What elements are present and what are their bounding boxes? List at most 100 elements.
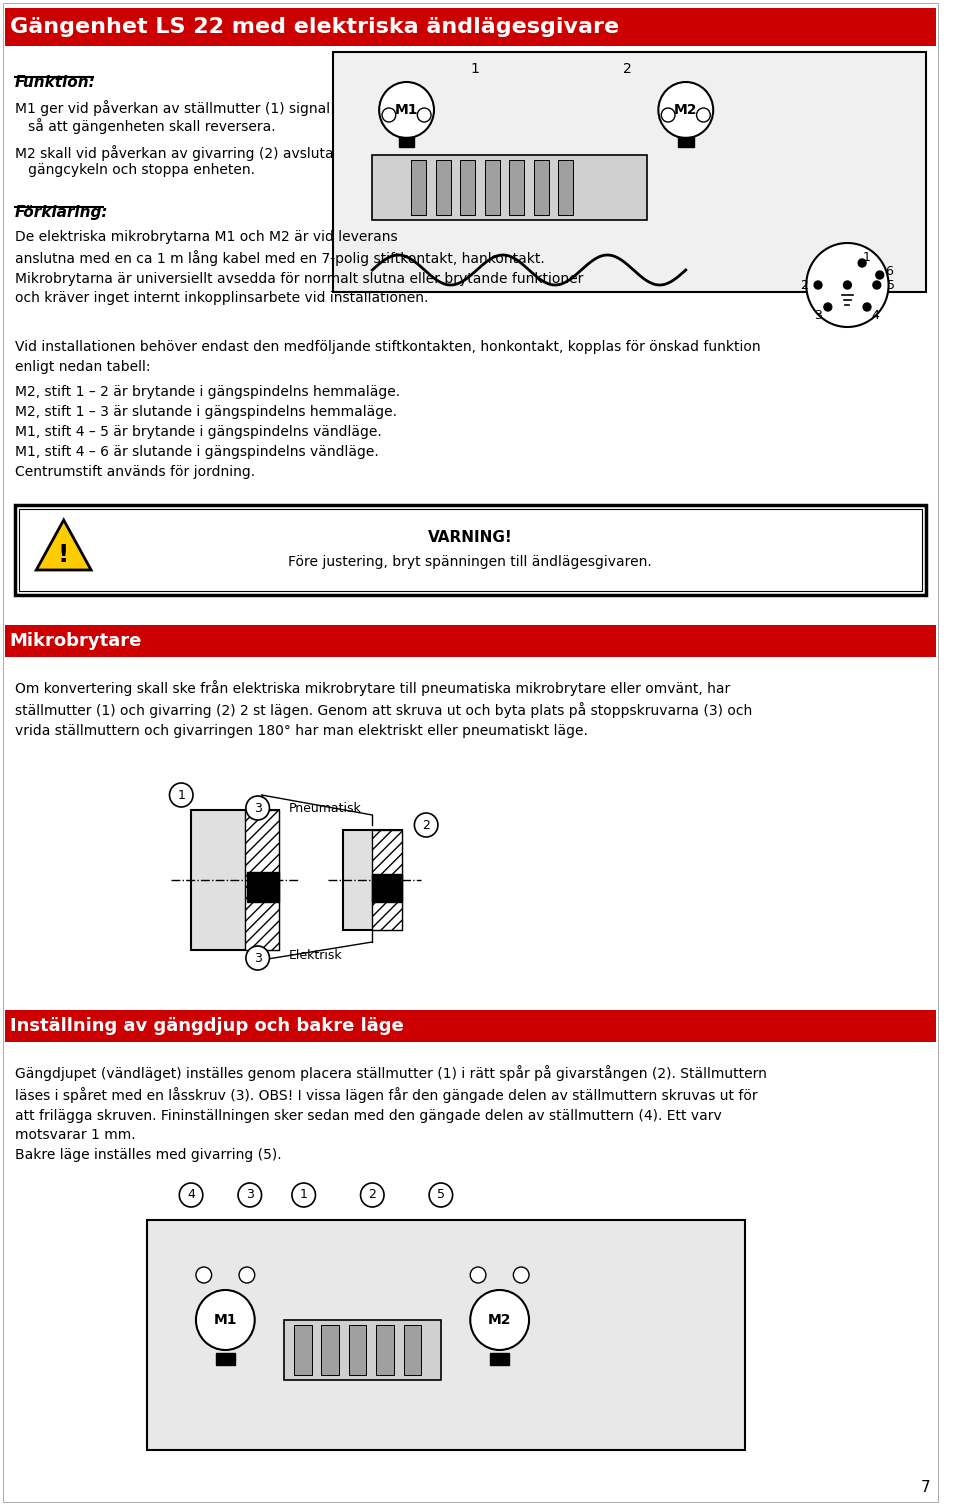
Text: Gängenhet LS 22 med elektriska ändlägesgivare: Gängenhet LS 22 med elektriska ändlägesg… [10,17,619,38]
Text: Vid installationen behöver endast den medföljande stiftkontakten, honkontakt, ko: Vid installationen behöver endast den me… [14,340,760,373]
Circle shape [292,1183,316,1207]
Bar [191,810,279,950]
Text: 7: 7 [921,1479,930,1494]
Text: 3: 3 [253,951,261,965]
Text: Centrumstift används för jordning.: Centrumstift används för jordning. [14,465,254,479]
Circle shape [196,1290,254,1350]
Circle shape [170,783,193,807]
Text: 2: 2 [623,62,632,75]
Circle shape [876,271,883,278]
Text: M1, stift 4 – 5 är brytande i gängspindelns vändläge.: M1, stift 4 – 5 är brytande i gängspinde… [14,424,381,439]
Bar [294,1324,312,1376]
Circle shape [470,1290,529,1350]
Bar [559,160,573,215]
Bar [436,160,450,215]
Bar [534,160,548,215]
Circle shape [844,281,852,289]
Text: M2 skall vid påverkan av givarring (2) avsluta
   gängcykeln och stoppa enheten.: M2 skall vid påverkan av givarring (2) a… [14,144,333,178]
Text: De elektriska mikrobrytarna M1 och M2 är vid leverans
anslutna med en ca 1 m lån: De elektriska mikrobrytarna M1 och M2 är… [14,230,583,306]
Text: 2: 2 [369,1189,376,1201]
Circle shape [863,303,871,312]
Text: 5: 5 [886,278,895,292]
Text: 2: 2 [422,819,430,831]
Text: Mikrobrytare: Mikrobrytare [10,632,142,650]
Circle shape [661,108,675,122]
Circle shape [470,1267,486,1282]
Circle shape [806,242,889,327]
Circle shape [697,108,710,122]
Circle shape [858,259,866,266]
Circle shape [418,108,431,122]
Bar [678,137,694,147]
Circle shape [873,281,880,289]
Bar [412,160,426,215]
Text: 4: 4 [187,1189,195,1201]
Text: 3: 3 [253,802,261,814]
Text: M1, stift 4 – 6 är slutande i gängspindelns vändläge.: M1, stift 4 – 6 är slutande i gängspinde… [14,445,378,459]
Circle shape [361,1183,384,1207]
Text: 2: 2 [801,278,808,292]
Bar [372,874,401,901]
Circle shape [514,1267,529,1282]
Bar [333,53,925,292]
Bar [372,829,401,930]
Bar [245,810,279,950]
Text: M2: M2 [674,102,698,117]
Bar [485,160,499,215]
Text: M1: M1 [213,1312,237,1327]
Text: VARNING!: VARNING! [428,530,513,545]
Bar [247,871,279,901]
Bar [510,160,524,215]
Bar [398,137,415,147]
Circle shape [196,1267,211,1282]
Text: Gängdjupet (vändläget) inställes genom placera ställmutter (1) i rätt spår på gi: Gängdjupet (vändläget) inställes genom p… [14,1066,767,1162]
Circle shape [429,1183,452,1207]
Circle shape [659,81,713,138]
Bar [461,160,475,215]
Bar [348,1324,367,1376]
Text: Inställning av gängdjup och bakre läge: Inställning av gängdjup och bakre läge [10,1017,403,1035]
Text: Elektrisk: Elektrisk [289,948,343,962]
Bar [322,1324,339,1376]
Bar [490,1353,510,1365]
Bar [343,829,401,930]
Bar [403,1324,421,1376]
Circle shape [415,813,438,837]
Text: 6: 6 [884,265,893,277]
Text: 1: 1 [470,62,480,75]
Text: 1: 1 [863,250,871,263]
Text: Om konvertering skall ske från elektriska mikrobrytare till pneumatiska mikrobry: Om konvertering skall ske från elektrisk… [14,680,752,737]
Circle shape [824,303,831,312]
Text: Förklaring:: Förklaring: [14,205,108,220]
Circle shape [180,1183,203,1207]
Text: M2: M2 [488,1312,512,1327]
Text: 3: 3 [246,1189,253,1201]
Text: M1: M1 [395,102,419,117]
Bar [18,509,922,591]
Text: 3: 3 [814,309,822,322]
Bar [372,155,647,220]
Circle shape [379,81,434,138]
Bar [376,1324,394,1376]
Text: Funktion:: Funktion: [14,75,95,90]
Text: M1 ger vid påverkan av ställmutter (1) signal
   så att gängenheten skall revers: M1 ger vid påverkan av ställmutter (1) s… [14,99,330,134]
Text: Före justering, bryt spänningen till ändlägesgivaren.: Före justering, bryt spänningen till änd… [288,555,652,569]
Text: 5: 5 [437,1189,444,1201]
Bar [5,625,936,658]
Bar [216,1353,235,1365]
Bar [14,506,925,594]
Bar [147,1221,745,1449]
Circle shape [239,1267,254,1282]
Text: 1: 1 [300,1189,307,1201]
Text: M2, stift 1 – 3 är slutande i gängspindelns hemmaläge.: M2, stift 1 – 3 är slutande i gängspinde… [14,405,396,418]
Bar [284,1320,441,1380]
Circle shape [246,796,270,820]
Text: M2, stift 1 – 2 är brytande i gängspindelns hemmaläge.: M2, stift 1 – 2 är brytande i gängspinde… [14,385,399,399]
Circle shape [246,947,270,971]
Text: 4: 4 [871,309,878,322]
Circle shape [382,108,396,122]
Polygon shape [36,521,91,570]
Text: !: ! [58,543,69,567]
Circle shape [238,1183,261,1207]
Bar [5,8,936,47]
